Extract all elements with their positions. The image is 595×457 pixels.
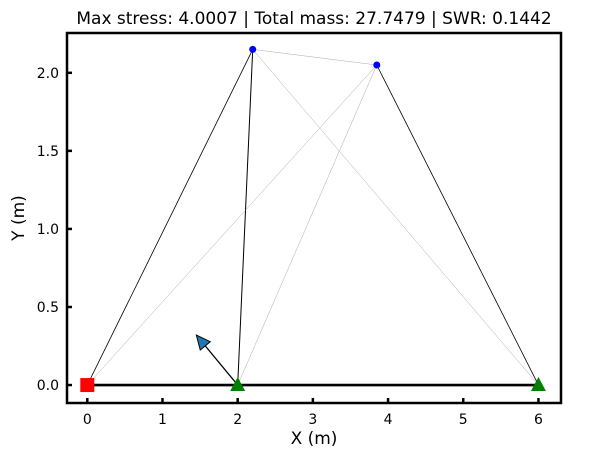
pinned-support-node: [80, 378, 95, 393]
x-tick-label: 5: [459, 412, 468, 428]
load-layer: [195, 334, 239, 386]
truss-member-4: [252, 49, 377, 66]
y-axis-label: Y (m): [9, 195, 29, 242]
truss-member-6: [237, 64, 378, 386]
y-axis-ticks: 0.0 0.5 1.0 1.5 2.0: [37, 66, 72, 394]
chart-title: Max stress: 4.0007 | Total mass: 27.7479…: [76, 9, 551, 29]
y-tick-label: 2.0: [37, 66, 59, 82]
y-tick-label: 0.5: [37, 300, 59, 316]
truss-member-2: [237, 49, 254, 386]
x-tick-label: 1: [158, 412, 167, 428]
x-tick-label: 2: [233, 412, 242, 428]
y-tick-label: 1.0: [37, 222, 59, 238]
x-axis-label: X (m): [291, 429, 338, 449]
truss-member-7: [376, 64, 539, 386]
truss-member-1: [86, 49, 254, 386]
free-node-4: [373, 61, 381, 69]
y-tick-label: 0.0: [37, 378, 59, 394]
truss-member-5: [87, 64, 377, 386]
roller-support-node-2: [530, 377, 546, 392]
y-tick-label: 1.5: [37, 144, 59, 160]
x-tick-label: 6: [534, 412, 543, 428]
x-tick-label: 0: [83, 412, 92, 428]
x-tick-label: 4: [384, 412, 393, 428]
nodes-layer: [80, 45, 546, 393]
free-node-3: [249, 45, 257, 53]
x-tick-label: 3: [308, 412, 317, 428]
plot-frame: [65, 31, 563, 405]
x-axis-ticks: 0 1 2 3 4 5 6: [83, 398, 543, 428]
truss-member-3: [252, 49, 539, 386]
load-arrow-shaft: [204, 345, 239, 386]
members-layer: [86, 49, 539, 387]
roller-support-node-1: [230, 377, 246, 392]
load-arrow-head: [195, 334, 212, 351]
